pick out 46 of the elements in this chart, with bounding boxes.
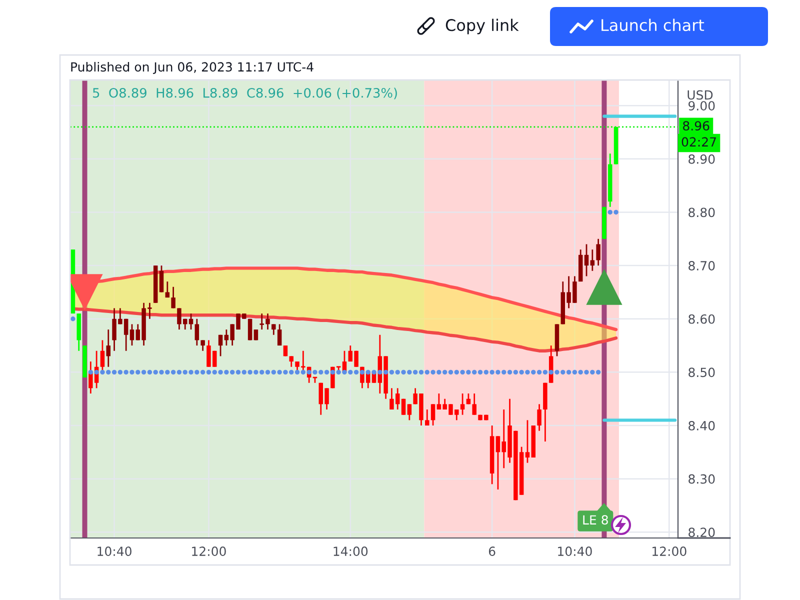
x-tick-label: 12:00 — [192, 546, 226, 556]
y-tick-label: 8.80 — [688, 208, 715, 218]
text: 02:27 — [682, 137, 716, 147]
candlestick — [537, 403, 542, 432]
x-tick-label: 12:00 — [652, 546, 686, 556]
text: 5 O8.89 H8.96 L8.89 C8.96 +0.06 (+0.73%) — [92, 88, 397, 100]
candlestick — [100, 339, 105, 373]
candlestick — [159, 264, 164, 293]
candlestick — [407, 403, 412, 421]
candlestick — [584, 244, 589, 277]
candlestick — [472, 392, 476, 416]
candlestick — [289, 355, 294, 368]
candlestick — [277, 324, 282, 346]
candlestick — [596, 238, 600, 266]
annotation: LE 8 — [583, 515, 608, 525]
y-axis-title: USD — [688, 90, 713, 100]
candlestick — [272, 324, 276, 336]
text: Launch chart — [602, 18, 704, 32]
y-tick-label: 8.60 — [688, 314, 715, 324]
candlestick — [106, 328, 110, 368]
x-tick-label: 6 — [488, 546, 496, 556]
text: Copy link — [446, 18, 519, 34]
y-tick-label: 8.90 — [688, 154, 715, 164]
x-tick-label: 14:00 — [334, 546, 368, 556]
y-tick-label: 8.30 — [688, 474, 715, 484]
chart-title: Published on Jun 06, 2023 11:17 UTC-4 — [71, 62, 314, 74]
candlestick — [401, 398, 406, 416]
y-tick-label: 8.40 — [688, 420, 715, 430]
candlestick — [165, 280, 170, 298]
ref-line-label: 8.96 — [683, 121, 710, 131]
candlestick — [194, 318, 200, 346]
x-tick-label: 10:40 — [98, 546, 132, 556]
candlestick — [430, 403, 436, 426]
candlestick — [218, 334, 223, 357]
y-tick-label: 9.00 — [688, 101, 715, 111]
candlestick — [130, 324, 134, 346]
candlestick — [525, 419, 530, 464]
candlestick — [460, 392, 465, 416]
candlestick — [590, 248, 595, 272]
candlestick — [425, 408, 430, 426]
y-tick-label: 8.20 — [688, 528, 715, 538]
y-tick-label: 8.50 — [688, 368, 715, 378]
y-tick-label: 8.70 — [688, 261, 715, 270]
x-tick-label: 10:40 — [558, 546, 592, 556]
candlestick — [200, 339, 205, 352]
candlestick — [171, 286, 176, 309]
